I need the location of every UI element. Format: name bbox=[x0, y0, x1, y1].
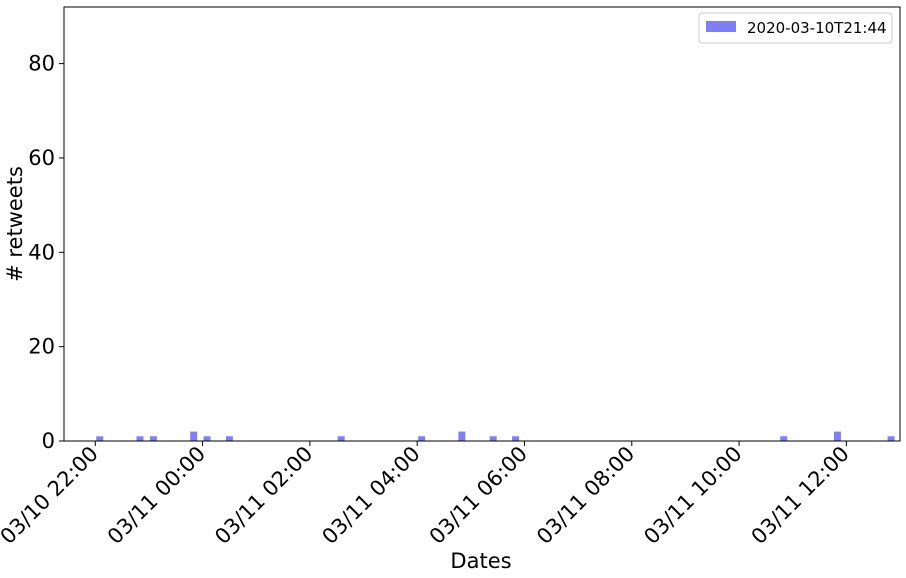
y-tick-label: 60 bbox=[28, 146, 55, 170]
bar bbox=[225, 436, 233, 441]
x-tick-label: 03/10 22:00 bbox=[0, 442, 103, 549]
bar bbox=[337, 436, 345, 441]
x-axis: 03/10 22:00 03/11 00:00 03/11 02:00 03/11 0… bbox=[0, 441, 854, 549]
bar bbox=[203, 436, 211, 441]
x-tick-label: 03/11 12:00 bbox=[747, 442, 854, 549]
legend-box bbox=[698, 12, 893, 44]
y-tick-label: 0 bbox=[42, 429, 55, 453]
bar bbox=[190, 431, 198, 441]
bar bbox=[418, 436, 426, 441]
x-tick-label: 03/11 10:00 bbox=[639, 442, 746, 549]
y-axis: 0 20 40 60 80 bbox=[28, 52, 64, 453]
legend-swatch bbox=[706, 21, 736, 32]
bar bbox=[136, 436, 144, 441]
y-axis-label: # retweets bbox=[3, 166, 27, 282]
bar bbox=[149, 436, 157, 441]
plot-frame bbox=[63, 6, 901, 442]
x-tick-label: 03/11 06:00 bbox=[425, 442, 532, 549]
bar bbox=[780, 436, 788, 441]
bar bbox=[458, 431, 466, 441]
y-tick-label: 40 bbox=[28, 240, 55, 264]
legend: 2020-03-10T21:44 bbox=[698, 12, 893, 44]
x-tick-label: 03/11 04:00 bbox=[317, 442, 424, 549]
x-tick-label: 03/11 08:00 bbox=[532, 442, 639, 549]
bars-layer bbox=[96, 431, 895, 441]
x-tick-label: 03/11 00:00 bbox=[103, 442, 210, 549]
bar bbox=[96, 436, 104, 441]
x-tick-label: 03/11 02:00 bbox=[210, 442, 317, 549]
bar bbox=[887, 436, 895, 441]
x-axis-label: Dates bbox=[450, 549, 511, 573]
legend-label: 2020-03-10T21:44 bbox=[747, 19, 887, 37]
bar bbox=[833, 431, 841, 441]
bar bbox=[489, 436, 497, 441]
bar bbox=[512, 436, 520, 441]
y-tick-label: 20 bbox=[28, 335, 55, 359]
y-tick-label: 80 bbox=[28, 52, 55, 76]
